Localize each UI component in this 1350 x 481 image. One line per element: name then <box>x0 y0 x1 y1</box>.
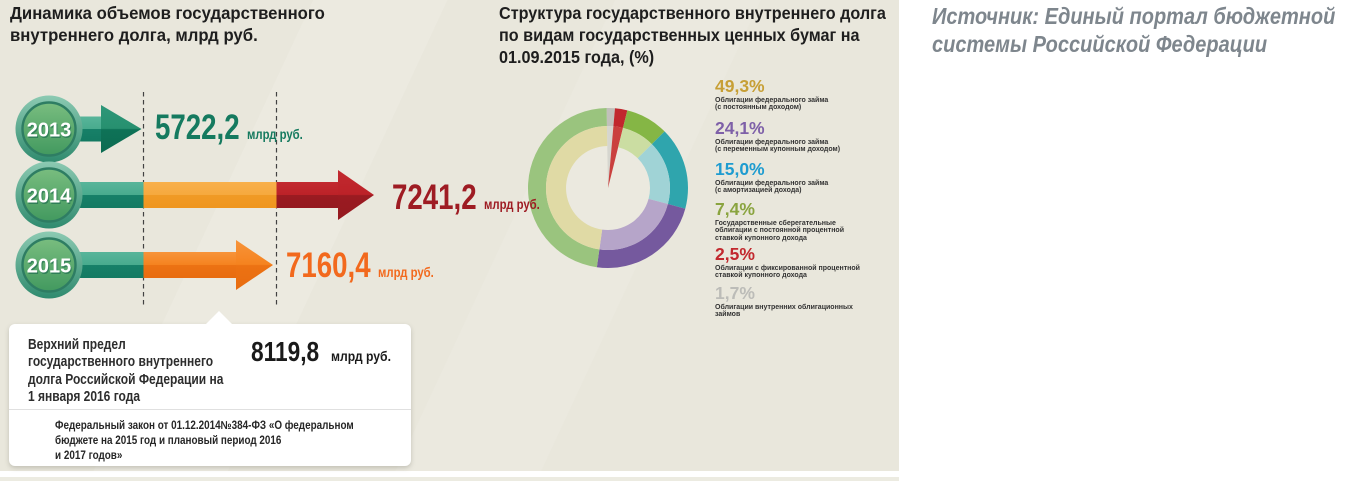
svg-text:2015: 2015 <box>28 257 73 279</box>
svg-text:2014: 2014 <box>28 187 73 209</box>
svg-text:2013: 2013 <box>27 120 72 142</box>
svg-text:2014: 2014 <box>27 186 72 208</box>
svg-text:2013: 2013 <box>28 121 73 143</box>
svg-text:2015: 2015 <box>27 256 72 278</box>
